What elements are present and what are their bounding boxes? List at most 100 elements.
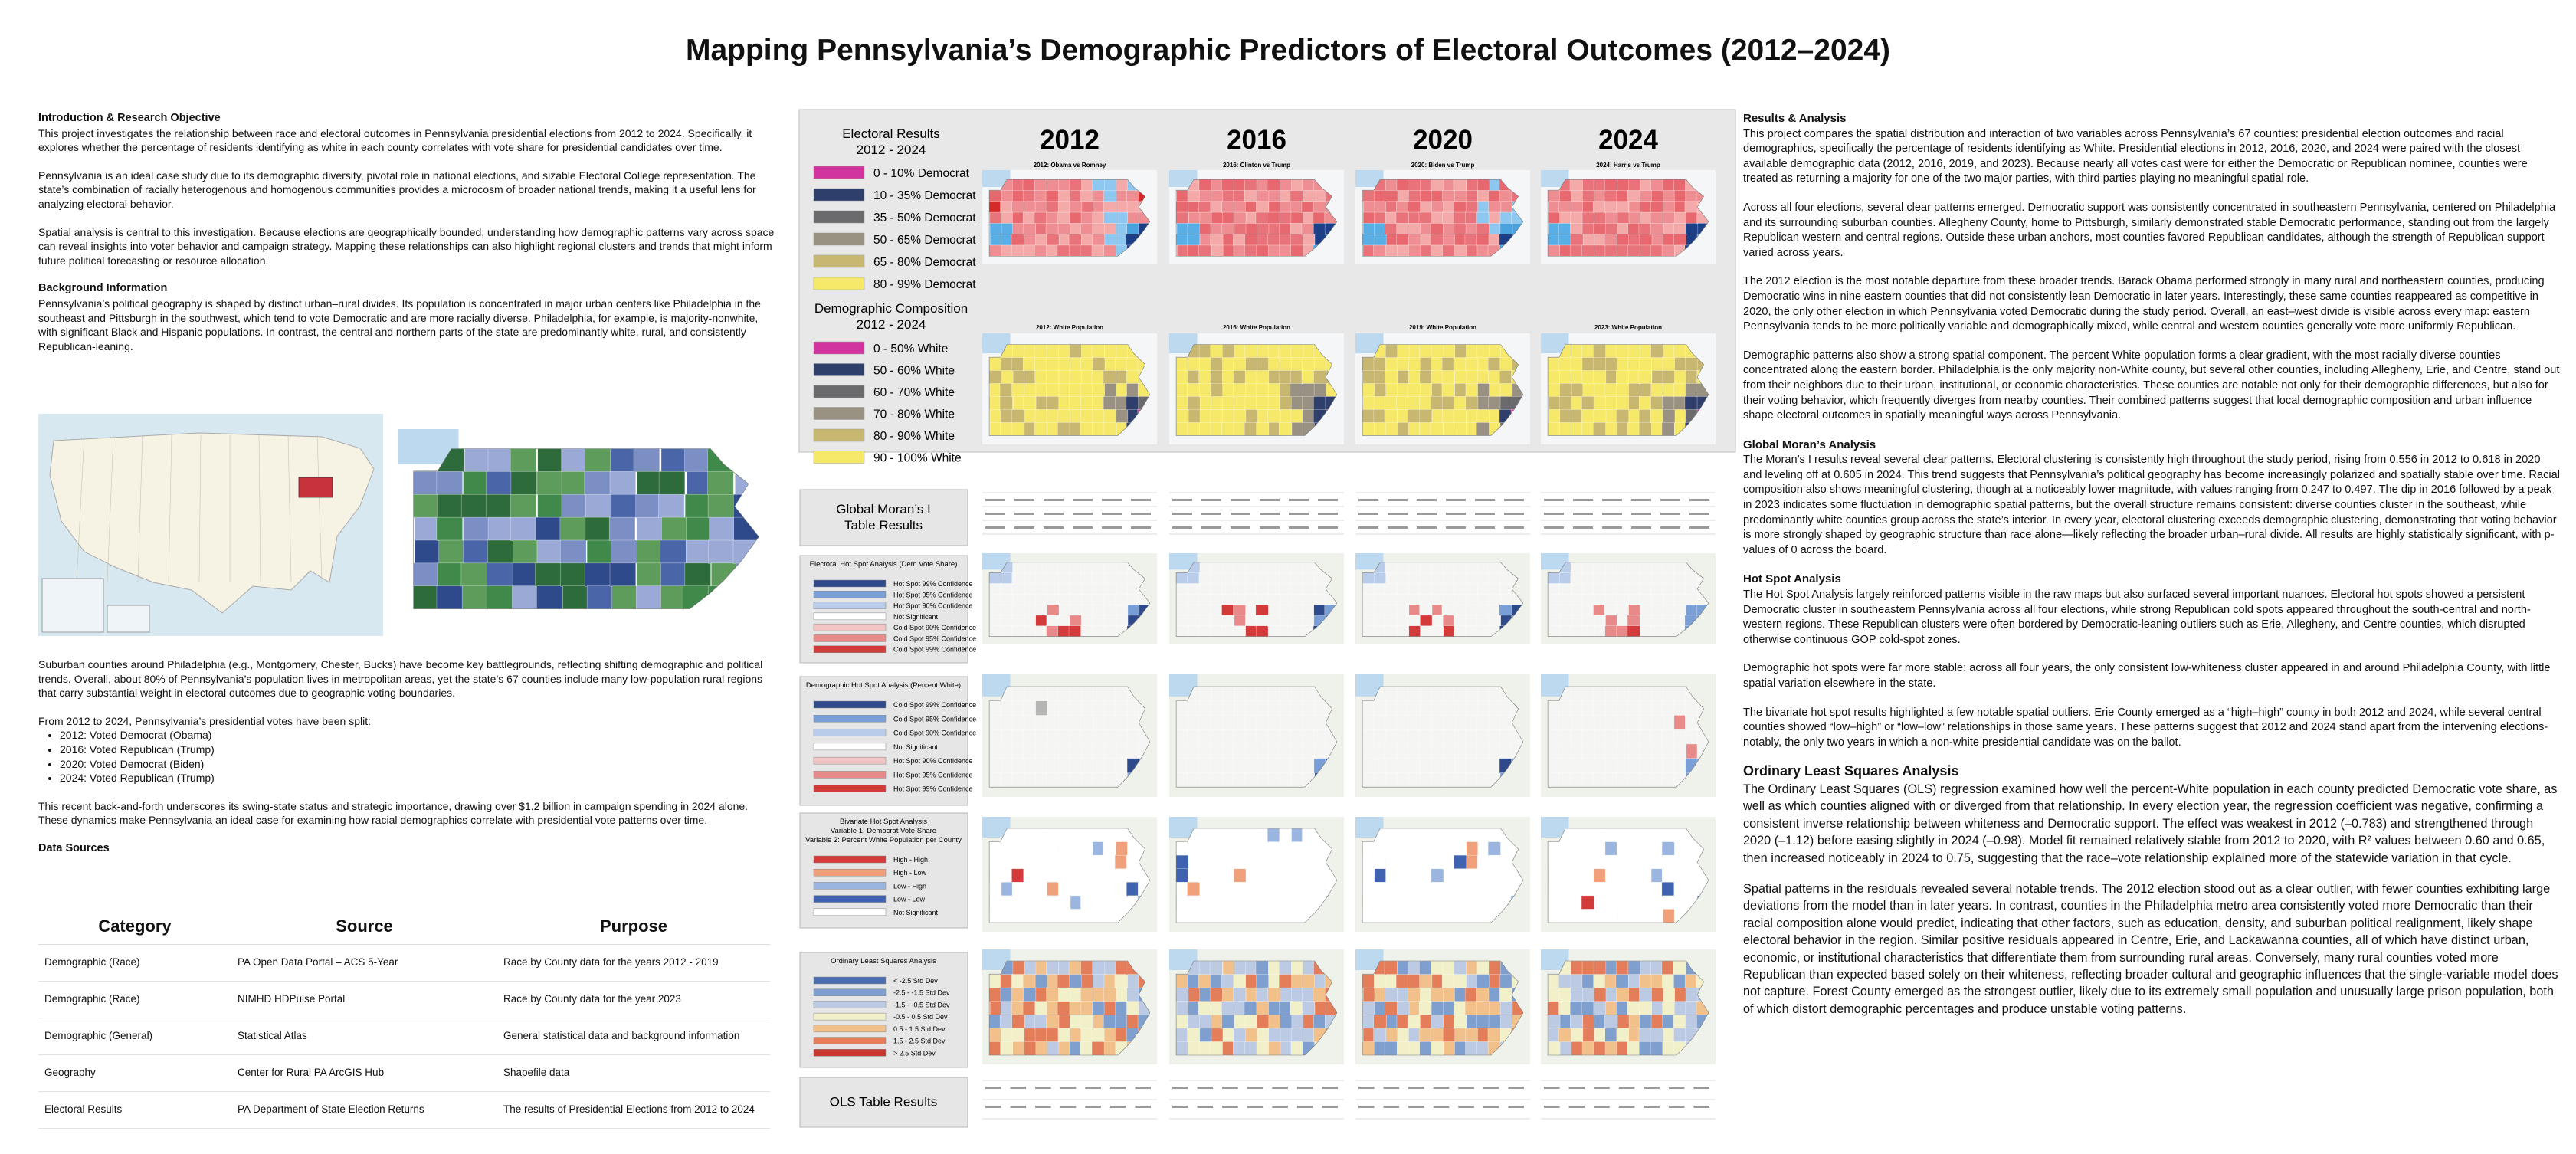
county <box>1616 572 1630 585</box>
county <box>1045 961 1059 975</box>
county <box>1245 223 1259 235</box>
county <box>1407 594 1421 605</box>
county <box>1278 961 1292 975</box>
county <box>1650 179 1664 192</box>
county <box>707 471 734 495</box>
legend-swatch <box>813 166 865 179</box>
county <box>1257 700 1270 716</box>
county <box>1638 396 1652 411</box>
table-cell-text <box>1475 526 1495 529</box>
county <box>1115 1001 1129 1016</box>
county <box>1362 615 1375 627</box>
county <box>1047 1041 1060 1055</box>
left-bottom: Suburban counties around Philadelphia (e… <box>38 657 775 887</box>
table-cell: Race by County data for the years 2012 -… <box>497 944 770 982</box>
county <box>1454 868 1467 884</box>
table-cell-text <box>1060 1087 1077 1089</box>
left-top: Introduction & Research Objective This p… <box>38 111 775 410</box>
county <box>1103 882 1116 897</box>
county <box>1616 383 1630 398</box>
county <box>1069 772 1083 788</box>
county <box>1685 594 1699 605</box>
county <box>1431 201 1445 213</box>
county <box>1604 1041 1618 1055</box>
county <box>1057 562 1071 574</box>
county <box>1627 961 1641 975</box>
county <box>1176 729 1189 745</box>
county <box>1420 1015 1434 1029</box>
county <box>1291 868 1305 884</box>
county <box>1068 234 1082 246</box>
county <box>1256 974 1270 988</box>
county <box>1594 758 1608 774</box>
county <box>1187 729 1201 745</box>
county <box>1290 1041 1304 1055</box>
result-table <box>1541 492 1716 535</box>
county <box>1674 370 1688 385</box>
county <box>1291 1028 1305 1043</box>
county <box>1489 223 1503 235</box>
county <box>1091 562 1105 574</box>
county <box>989 211 1003 225</box>
county <box>1187 422 1201 436</box>
county <box>1662 895 1676 910</box>
table-cell-text <box>1668 1106 1685 1108</box>
legend-title: Variable 1: Democrat Vote Share <box>831 827 936 835</box>
county <box>1628 583 1642 595</box>
county <box>1487 758 1501 774</box>
county <box>1091 615 1105 627</box>
county <box>1548 772 1561 788</box>
map <box>1541 170 1716 264</box>
county <box>1581 895 1594 910</box>
county <box>1373 729 1387 745</box>
county <box>1582 234 1596 246</box>
table-cell-text <box>1073 513 1093 515</box>
counties <box>989 961 1150 1055</box>
county <box>1673 974 1687 988</box>
county <box>1604 729 1617 745</box>
county <box>1210 409 1224 424</box>
county <box>1604 868 1618 884</box>
county <box>1023 828 1037 843</box>
county <box>1256 1041 1270 1055</box>
county <box>1617 758 1630 774</box>
county <box>1570 357 1584 372</box>
county <box>1604 244 1618 257</box>
table-cell: PA Department of State Election Returns <box>231 1091 497 1129</box>
county <box>1303 383 1316 398</box>
ols-section: Ordinary Least Squares Analysis The Ordi… <box>1743 764 2560 1018</box>
county <box>1278 422 1292 436</box>
county <box>436 471 463 495</box>
county <box>1397 909 1411 923</box>
county <box>1673 615 1687 627</box>
county <box>611 585 638 609</box>
county <box>1104 828 1118 843</box>
county <box>1408 841 1421 856</box>
county <box>1257 190 1270 202</box>
table-cell-text <box>1289 513 1309 515</box>
county <box>1198 223 1212 235</box>
counties <box>1176 179 1337 257</box>
table-cell-text <box>1260 526 1280 529</box>
county <box>1559 370 1573 385</box>
county <box>1034 974 1048 988</box>
paragraph: This recent back-and-forth underscores i… <box>38 799 749 827</box>
county <box>1290 211 1304 225</box>
county <box>1104 615 1118 627</box>
legend-label: 50 - 65% Democrat <box>873 234 976 247</box>
county <box>1023 396 1037 411</box>
county <box>1058 729 1072 745</box>
county <box>1663 604 1676 616</box>
county <box>1570 758 1584 774</box>
legend-swatch <box>813 771 887 779</box>
county <box>1605 758 1619 774</box>
county <box>1313 987 1326 1002</box>
county <box>1103 1041 1117 1055</box>
state-outline <box>1547 960 1709 1056</box>
state-outline <box>988 179 1151 257</box>
table-cell-text <box>1272 1087 1288 1089</box>
county <box>1571 583 1585 595</box>
county <box>1661 882 1675 897</box>
counties <box>1362 562 1523 637</box>
county <box>1476 974 1490 988</box>
